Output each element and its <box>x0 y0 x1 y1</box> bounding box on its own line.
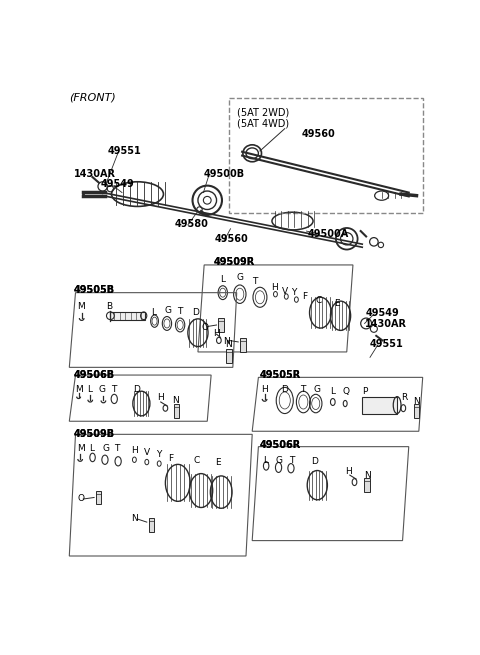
Text: N: N <box>413 397 420 405</box>
Text: 49506R: 49506R <box>260 441 301 451</box>
Text: L: L <box>330 386 335 396</box>
Text: 49560: 49560 <box>302 128 336 139</box>
Text: D: D <box>281 385 288 394</box>
Text: F: F <box>302 292 307 301</box>
Text: Y: Y <box>156 450 161 458</box>
Text: 49500A: 49500A <box>308 229 349 239</box>
Text: H: H <box>262 385 268 394</box>
Text: G: G <box>237 272 244 282</box>
Text: O: O <box>201 323 208 331</box>
Text: 1430AR: 1430AR <box>74 170 116 179</box>
Text: G: G <box>99 385 106 394</box>
Text: L: L <box>263 456 268 465</box>
Text: D: D <box>192 308 199 317</box>
Text: V: V <box>144 448 150 457</box>
Text: 49500B: 49500B <box>204 170 244 179</box>
Text: H: H <box>214 329 220 338</box>
Text: N: N <box>225 341 232 349</box>
Text: E: E <box>335 299 340 308</box>
Text: H: H <box>132 446 138 455</box>
Text: 49506B: 49506B <box>74 369 115 380</box>
Text: 49580: 49580 <box>175 219 209 229</box>
FancyBboxPatch shape <box>364 478 370 492</box>
FancyBboxPatch shape <box>110 312 145 320</box>
Text: 49509R: 49509R <box>214 257 255 267</box>
Text: H: H <box>157 393 164 402</box>
Text: 49551: 49551 <box>370 339 404 349</box>
Text: C: C <box>316 296 322 305</box>
Text: (5AT 4WD): (5AT 4WD) <box>237 119 289 128</box>
Text: N: N <box>172 396 179 405</box>
Text: V: V <box>282 286 288 295</box>
Text: Y: Y <box>291 288 296 297</box>
Text: E: E <box>215 458 221 467</box>
Text: C: C <box>193 456 200 465</box>
Text: M: M <box>77 444 85 453</box>
Text: M: M <box>75 385 83 394</box>
Text: 49549: 49549 <box>100 179 134 189</box>
Text: D: D <box>311 457 318 466</box>
Text: N: N <box>132 514 138 523</box>
Text: T: T <box>111 385 117 394</box>
Text: B: B <box>107 302 113 311</box>
Text: 49506B: 49506B <box>74 369 115 380</box>
FancyBboxPatch shape <box>218 318 224 332</box>
Text: 49505B: 49505B <box>74 285 115 295</box>
Text: O: O <box>77 495 84 504</box>
Text: F: F <box>168 454 174 462</box>
Text: L: L <box>87 385 92 394</box>
Text: G: G <box>165 306 172 315</box>
FancyBboxPatch shape <box>226 349 232 363</box>
Text: T: T <box>288 456 294 465</box>
Text: 49509R: 49509R <box>214 257 255 267</box>
FancyBboxPatch shape <box>174 404 179 418</box>
Text: 1430AR: 1430AR <box>365 319 407 329</box>
Text: L: L <box>89 444 95 453</box>
Text: (FRONT): (FRONT) <box>69 92 116 102</box>
Text: L: L <box>152 308 156 317</box>
Text: 49560: 49560 <box>215 234 249 244</box>
Text: 49509B: 49509B <box>74 429 115 439</box>
Text: T: T <box>114 444 120 453</box>
Text: D: D <box>133 385 141 394</box>
Text: 49549: 49549 <box>366 308 400 318</box>
Text: G: G <box>313 385 321 394</box>
FancyBboxPatch shape <box>414 404 419 418</box>
Text: 49505B: 49505B <box>74 285 115 295</box>
Text: 49505R: 49505R <box>260 369 301 380</box>
Text: N: N <box>223 337 229 346</box>
Text: 49506R: 49506R <box>260 441 301 451</box>
Text: N: N <box>364 472 371 480</box>
Text: H: H <box>271 283 277 291</box>
FancyBboxPatch shape <box>240 338 246 352</box>
Text: 49505R: 49505R <box>260 369 301 380</box>
Text: (5AT 2WD): (5AT 2WD) <box>237 108 289 118</box>
FancyBboxPatch shape <box>362 397 397 413</box>
Text: Q: Q <box>342 386 349 396</box>
Text: P: P <box>362 386 368 396</box>
Text: R: R <box>401 393 407 402</box>
Text: L: L <box>220 275 226 284</box>
FancyBboxPatch shape <box>149 518 154 532</box>
FancyBboxPatch shape <box>96 491 101 504</box>
Text: T: T <box>177 307 182 316</box>
Text: 49551: 49551 <box>108 146 142 157</box>
Text: G: G <box>103 444 109 453</box>
Text: H: H <box>345 468 352 476</box>
Text: 49509B: 49509B <box>74 429 115 439</box>
Text: G: G <box>276 456 282 465</box>
Text: M: M <box>77 302 85 311</box>
Text: T: T <box>252 277 258 286</box>
Text: T: T <box>300 385 306 394</box>
